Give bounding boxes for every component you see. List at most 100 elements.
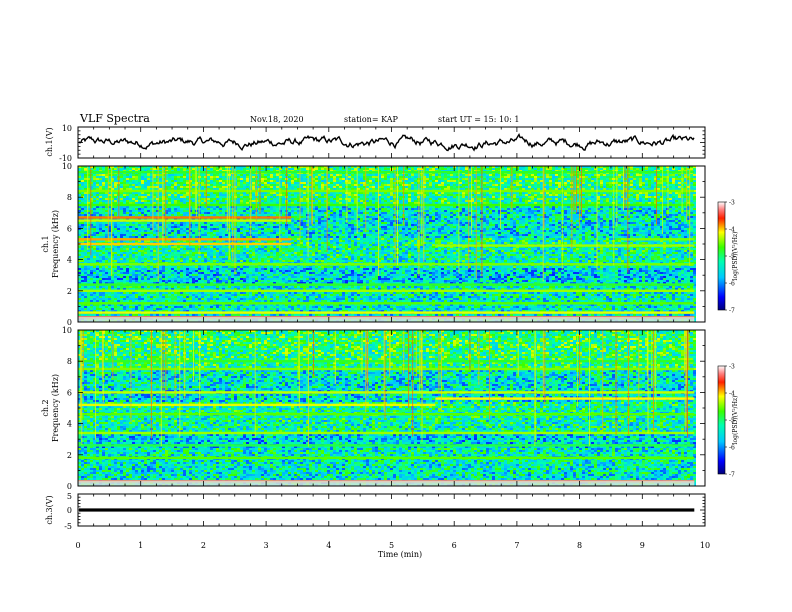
spectrogram-cell bbox=[252, 176, 255, 178]
spectrogram-cell bbox=[441, 168, 444, 170]
spectrogram-cell bbox=[354, 168, 357, 170]
spectrogram-cell bbox=[441, 178, 444, 180]
spectrogram-cell bbox=[126, 178, 129, 180]
spectrogram-cell bbox=[546, 176, 549, 178]
spectrogram-cell bbox=[330, 178, 333, 180]
spectrogram-cell bbox=[282, 176, 285, 178]
spectrogram-cell bbox=[483, 176, 486, 178]
spectrogram-cell bbox=[492, 176, 495, 178]
spectrogram-cell bbox=[99, 178, 102, 180]
spectrogram-cell bbox=[657, 176, 660, 178]
spectrogram-cell bbox=[495, 174, 498, 176]
spectrogram-cell bbox=[429, 174, 432, 176]
spectrogram-cell bbox=[675, 168, 678, 170]
spectrogram-cell bbox=[144, 168, 147, 170]
spectrogram-cell bbox=[186, 176, 189, 178]
spectrogram-cell bbox=[84, 176, 87, 178]
station-label: station= KAP bbox=[344, 115, 399, 124]
spectrogram-cell bbox=[504, 168, 507, 170]
spectrogram-cell bbox=[531, 174, 534, 176]
spectrogram-cell bbox=[168, 174, 171, 176]
spectrogram-cell bbox=[246, 176, 249, 178]
spectrogram-cell bbox=[678, 174, 681, 176]
spectrogram-cell bbox=[600, 168, 603, 170]
spectrogram-cell bbox=[459, 168, 462, 170]
spectrogram-cell bbox=[438, 174, 441, 176]
spectrogram-cell bbox=[369, 174, 372, 176]
spectrogram-cell bbox=[600, 174, 603, 176]
spectrogram-cell bbox=[240, 178, 243, 180]
spectrogram-cell bbox=[630, 178, 633, 180]
spectrogram-cell bbox=[669, 168, 672, 170]
spectrogram-cell bbox=[261, 176, 264, 178]
spectrogram-cell bbox=[432, 178, 435, 180]
spectrogram-cell bbox=[672, 174, 675, 176]
spectrogram-cell bbox=[588, 176, 591, 178]
spectrogram-cell bbox=[147, 176, 150, 178]
spectrogram-cell bbox=[159, 174, 162, 176]
spectrogram-cell bbox=[84, 168, 87, 170]
spectrogram-cell bbox=[588, 174, 591, 176]
spectrogram-cell bbox=[183, 168, 186, 170]
spectrogram-cell bbox=[477, 178, 480, 180]
spectrogram-cell bbox=[270, 168, 273, 170]
spectrogram-cell bbox=[495, 178, 498, 180]
spectrogram-cell bbox=[618, 174, 621, 176]
spectrogram-cell bbox=[549, 176, 552, 178]
spectrogram-cell bbox=[408, 168, 411, 170]
spectrogram-cell bbox=[675, 176, 678, 178]
spectrogram-cell bbox=[351, 174, 354, 176]
spectrogram-cell bbox=[549, 178, 552, 180]
spectrogram-cell bbox=[447, 176, 450, 178]
spectrogram-cell bbox=[618, 168, 621, 170]
spectrogram-cell bbox=[315, 178, 318, 180]
spectrogram-cell bbox=[387, 168, 390, 170]
spectrogram-cell bbox=[462, 178, 465, 180]
start-time-label: start UT = 15: 10: 1 bbox=[438, 115, 519, 124]
spectrogram-cell bbox=[495, 176, 498, 178]
spectrogram-cell bbox=[354, 178, 357, 180]
spectrogram-cell bbox=[444, 178, 447, 180]
spectrogram-cell bbox=[243, 174, 246, 176]
spectrogram-cell bbox=[180, 174, 183, 176]
spectrogram-cell bbox=[531, 176, 534, 178]
spectrogram-cell bbox=[426, 168, 429, 170]
spectrogram-cell bbox=[435, 168, 438, 170]
spectrogram-cell bbox=[534, 176, 537, 178]
vlf-figure: VLF Spectra Nov.18, 2020 station= KAP st… bbox=[0, 0, 792, 612]
spectrogram-cell bbox=[606, 178, 609, 180]
spectrogram-cell bbox=[477, 174, 480, 176]
spectrogram-cell bbox=[318, 178, 321, 180]
spectrogram-cell bbox=[129, 168, 132, 170]
spectrogram-cell bbox=[414, 178, 417, 180]
spectrogram-cell bbox=[222, 178, 225, 180]
spectrogram-cell bbox=[387, 178, 390, 180]
spectrogram-cell bbox=[237, 174, 240, 176]
spectrogram-cell bbox=[522, 176, 525, 178]
spectrogram-cell bbox=[438, 178, 441, 180]
spectrogram-cell bbox=[183, 174, 186, 176]
spectrogram-cell bbox=[489, 176, 492, 178]
spectrogram-cell bbox=[273, 178, 276, 180]
spectrogram-cell bbox=[438, 176, 441, 178]
spectrogram-cell bbox=[642, 178, 645, 180]
spectrogram-cell bbox=[246, 174, 249, 176]
spectrogram-cell bbox=[450, 174, 453, 176]
spectrogram-cell bbox=[513, 174, 516, 176]
spectrogram-cell bbox=[693, 176, 696, 178]
spectrogram-cell bbox=[339, 178, 342, 180]
spectrogram-cell bbox=[303, 174, 306, 176]
spectrogram-cell bbox=[606, 174, 609, 176]
spectrogram-cell bbox=[663, 178, 666, 180]
spectrogram-cell bbox=[603, 174, 606, 176]
spectrogram-cell bbox=[426, 176, 429, 178]
spectrogram-cell bbox=[600, 176, 603, 178]
spectrogram-cell bbox=[516, 178, 519, 180]
spectrogram-cell bbox=[138, 176, 141, 178]
spectrogram-cell bbox=[501, 174, 504, 176]
spectrogram-cell bbox=[516, 176, 519, 178]
spectrogram-cell bbox=[321, 178, 324, 180]
spectrogram-cell bbox=[171, 176, 174, 178]
spectrogram-cell bbox=[126, 168, 129, 170]
spectrogram-cell bbox=[558, 174, 561, 176]
